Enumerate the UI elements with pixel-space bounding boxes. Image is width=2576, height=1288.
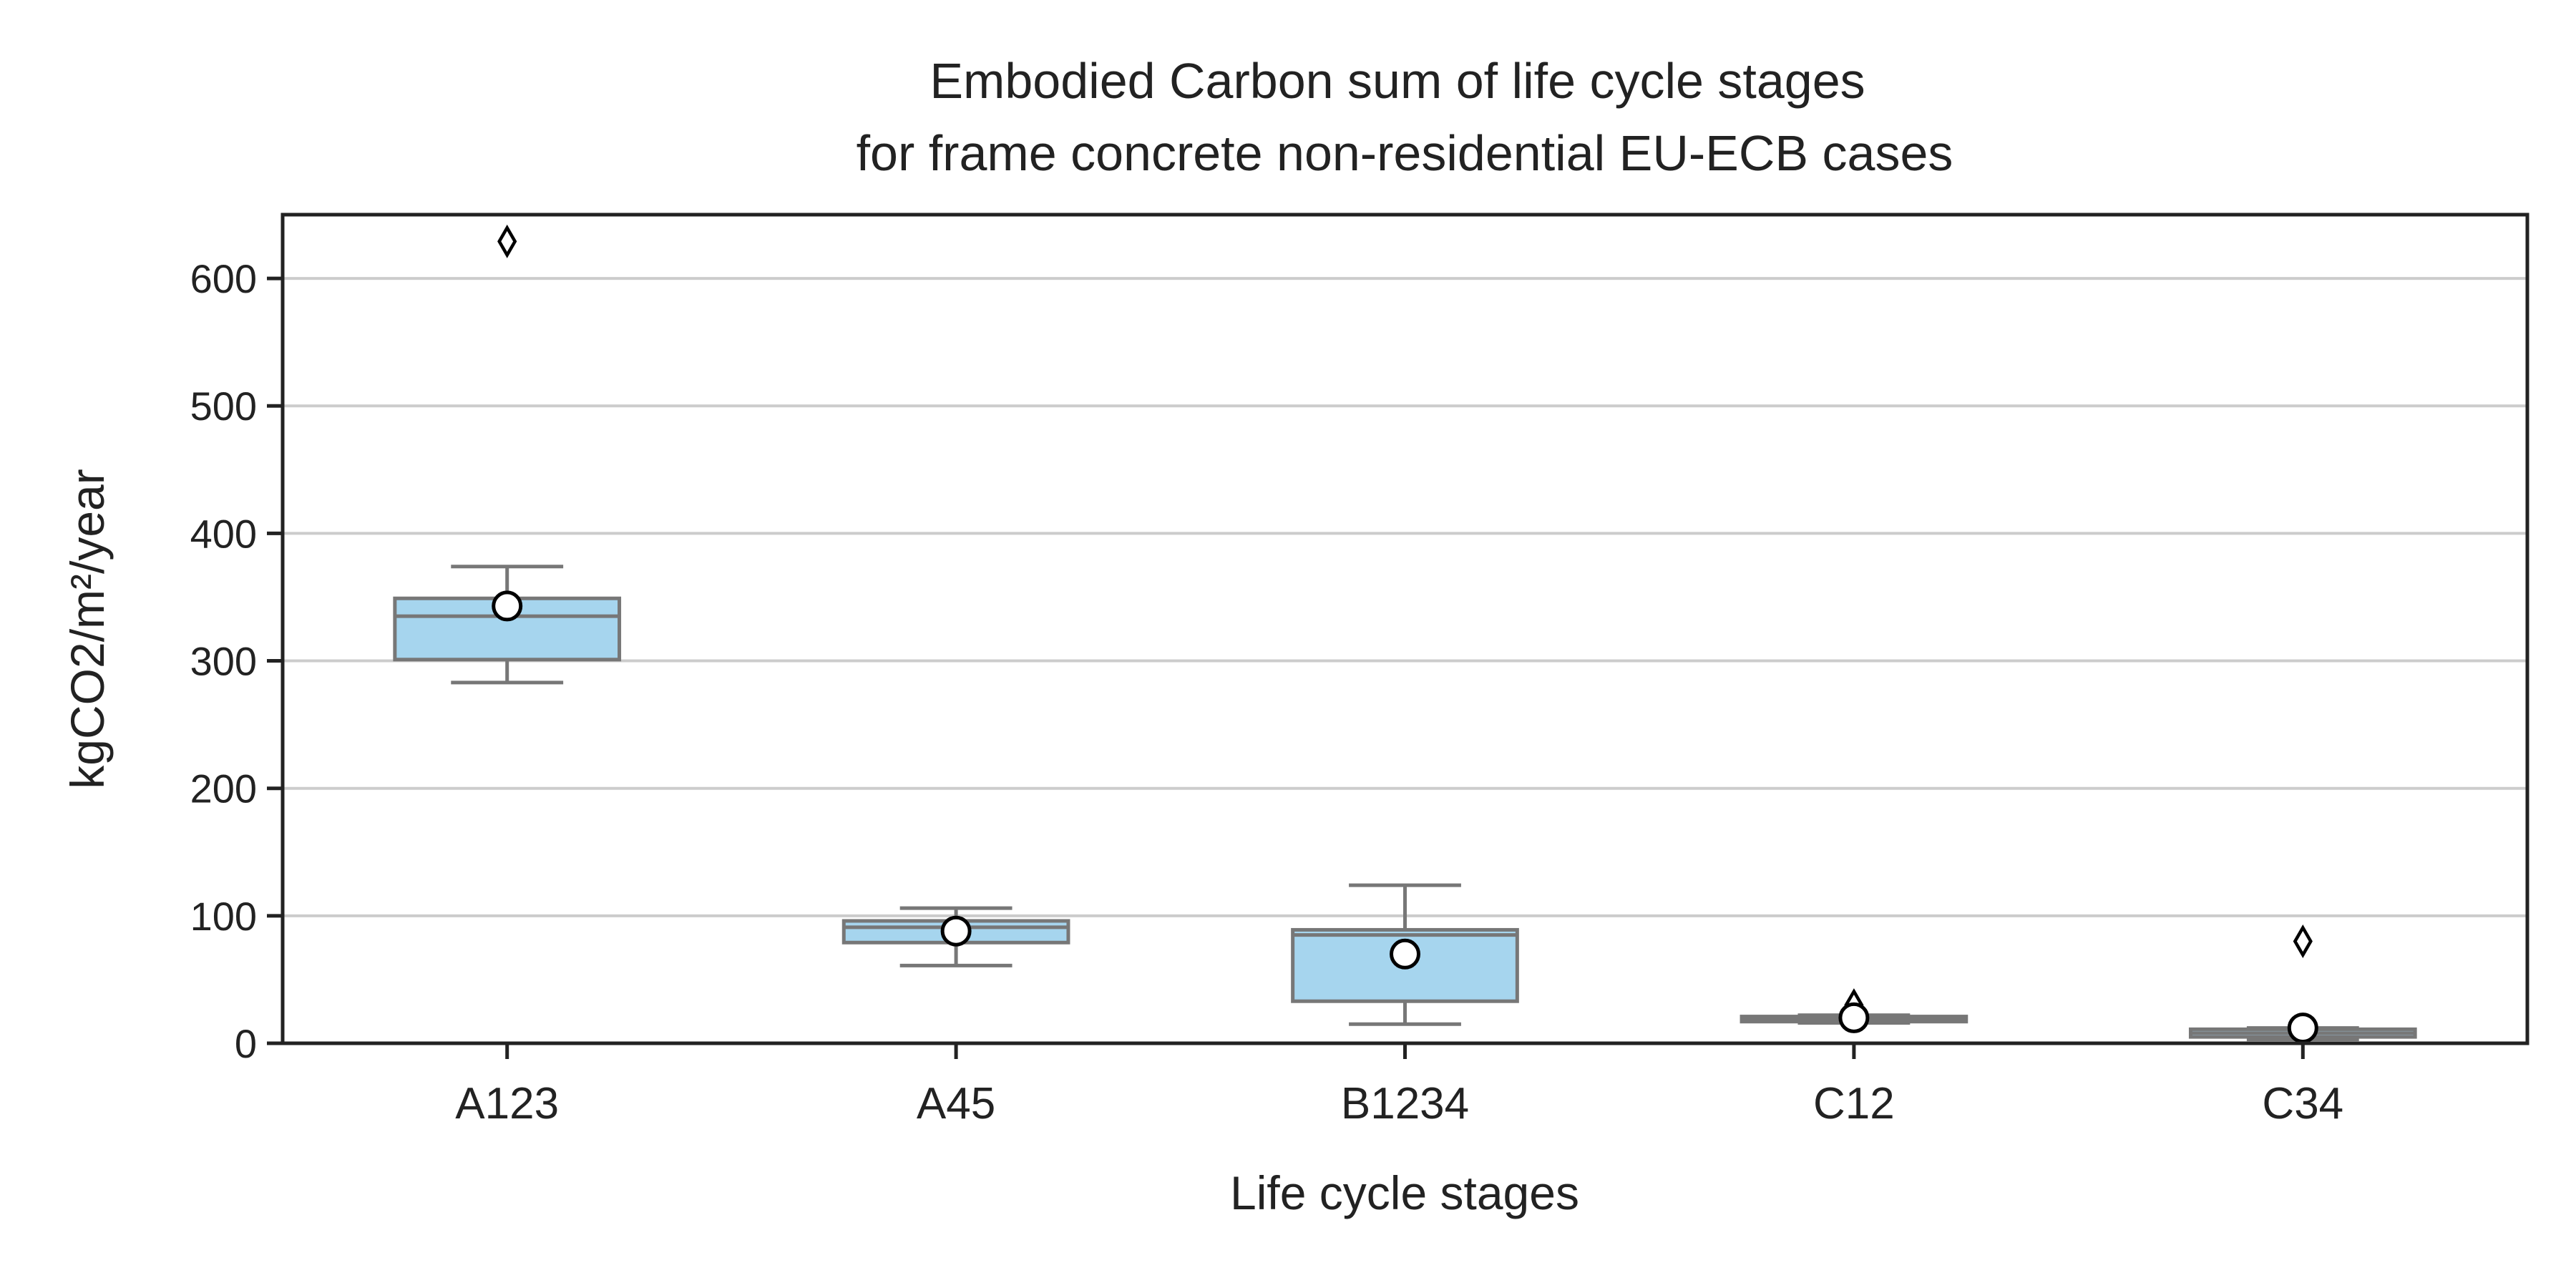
mean-marker <box>1838 1002 1870 1033</box>
box-series <box>393 224 2417 1044</box>
box-C34 <box>2188 924 2417 1044</box>
y-tick-label: 500 <box>190 384 257 429</box>
chart-title-line-2: for frame concrete non-residential EU-EC… <box>857 125 1953 181</box>
mean-marker <box>940 915 972 947</box>
x-axis-ticks: A123 A45 B1234 C12 C34 <box>455 1043 2343 1128</box>
x-axis-label: Life cycle stages <box>1230 1166 1579 1219</box>
x-tick-label: C34 <box>2262 1079 2343 1128</box>
y-tick-label: 200 <box>190 766 257 811</box>
chart-title-line-1: Embodied Carbon sum of life cycle stages <box>930 53 1865 109</box>
x-tick-label: A45 <box>917 1079 995 1128</box>
box-A45 <box>841 906 1070 967</box>
x-tick-label: B1234 <box>1341 1079 1469 1128</box>
outlier-marker <box>497 224 517 258</box>
box-C12 <box>1740 988 1968 1033</box>
mean-marker <box>2287 1013 2318 1044</box>
gridlines <box>283 277 2527 917</box>
y-axis-ticks: 0 100 200 300 400 500 600 <box>190 256 283 1066</box>
y-tick-label: 100 <box>190 894 257 939</box>
mean-marker <box>1390 938 1420 970</box>
y-tick-label: 300 <box>190 639 257 684</box>
x-tick-label: A123 <box>455 1079 559 1128</box>
y-axis-label: kgCO2/m²/year <box>61 469 114 789</box>
y-tick-label: 0 <box>235 1021 257 1066</box>
mean-marker <box>492 590 523 622</box>
box-A123 <box>393 224 622 685</box>
plot-area-frame <box>280 213 2529 1045</box>
box-B1234 <box>1291 883 1519 1026</box>
y-tick-label: 400 <box>190 511 257 556</box>
outlier-marker <box>2293 924 2313 958</box>
x-tick-label: C12 <box>1813 1079 1895 1128</box>
y-tick-label: 600 <box>190 256 257 301</box>
